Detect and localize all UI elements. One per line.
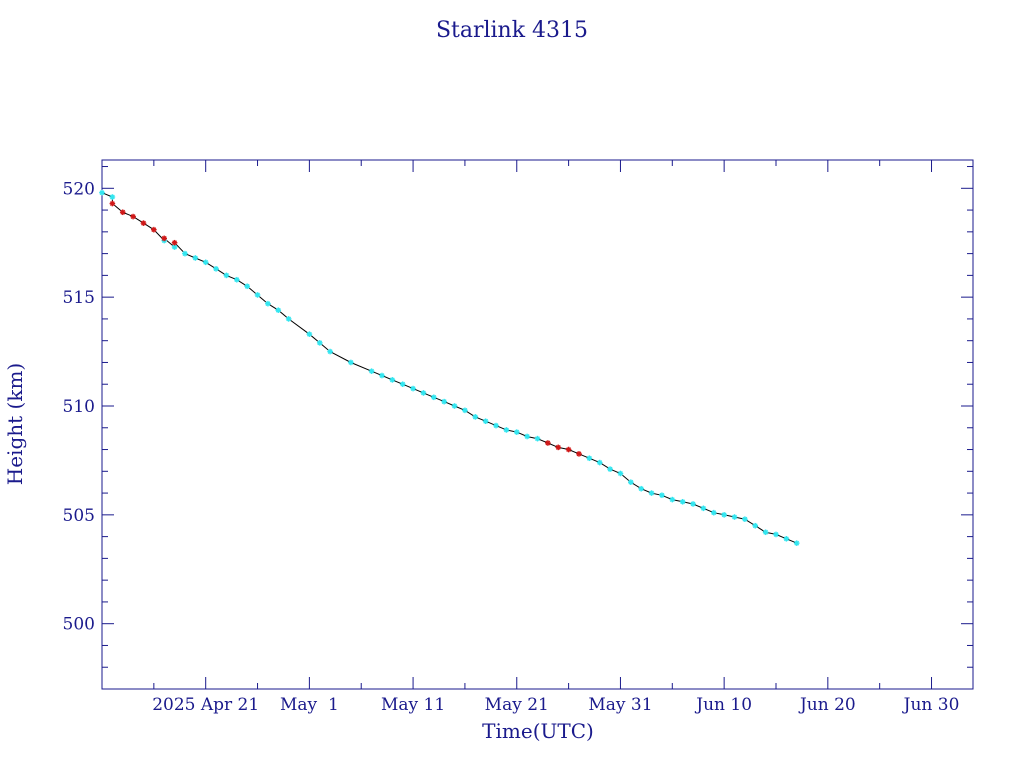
data-point-series-1 [596, 459, 603, 466]
y-tick-label: 515 [63, 288, 95, 308]
data-points [99, 189, 800, 546]
x-tick-label: May 21 [485, 695, 549, 715]
x-tick-label: 2025 Apr 21 [152, 695, 259, 715]
chart-title: Starlink 4315 [436, 18, 588, 43]
data-point-series-1 [462, 407, 468, 414]
data-point-series-1 [482, 418, 489, 425]
data-point-series-2 [161, 235, 168, 242]
data-point-series-2 [545, 440, 551, 446]
y-tick-label: 505 [63, 506, 95, 526]
data-point-series-1 [213, 266, 219, 272]
data-point-series-1 [265, 300, 271, 307]
data-point-series-1 [192, 255, 199, 261]
data-point-series-1 [700, 505, 707, 512]
y-tick-labels: 500 505 510 515 520 [63, 179, 95, 634]
data-point-series-1 [731, 514, 738, 520]
data-point-series-1 [441, 398, 447, 405]
data-point-series-1 [762, 529, 769, 536]
data-point-series-1 [109, 194, 116, 200]
data-point-series-1 [773, 531, 779, 538]
data-point-series-1 [254, 292, 261, 298]
data-point-series-1 [617, 470, 624, 477]
data-point-series-2 [109, 200, 116, 207]
data-point-series-1 [472, 414, 479, 420]
x-tick-label: May 31 [588, 695, 652, 715]
data-point-series-1 [244, 283, 250, 290]
data-point-series-1 [182, 250, 188, 257]
x-tick-labels: 2025 Apr 21 May 1 May 11 May 21 May 31 Jun 10… [152, 695, 959, 715]
data-point-series-1 [399, 381, 406, 388]
data-point-series-2 [555, 444, 562, 451]
data-point-series-1 [223, 272, 230, 279]
data-point-series-1 [607, 466, 613, 472]
x-tick-label: Jun 20 [798, 695, 856, 715]
data-point-series-1 [742, 516, 748, 522]
data-point-series-2 [140, 220, 147, 226]
data-point-series-1 [503, 427, 510, 433]
data-point-series-2 [119, 209, 126, 216]
data-point-series-1 [275, 307, 282, 314]
data-point-series-1 [368, 368, 375, 374]
data-point-series-2 [565, 446, 572, 453]
data-point-series-1 [524, 433, 530, 440]
data-point-series-1 [379, 372, 385, 379]
data-point-series-2 [130, 213, 136, 220]
data-point-series-2 [151, 226, 157, 233]
y-tick-label: 520 [63, 179, 95, 199]
data-point-series-1 [669, 496, 676, 503]
data-point-series-1 [534, 435, 541, 442]
data-point-series-1 [638, 485, 644, 492]
data-point-series-1 [420, 390, 427, 396]
y-tick-label: 510 [63, 397, 95, 417]
y-tick-label: 500 [63, 615, 95, 635]
data-point-series-1 [659, 492, 665, 499]
data-point-series-1 [389, 377, 396, 383]
axis-ticks [101, 160, 973, 690]
trajectory-polyline [101, 192, 797, 544]
data-point-series-1 [451, 403, 458, 409]
data-point-series-1 [431, 394, 437, 401]
data-point-series-1 [752, 522, 759, 529]
data-point-series-1 [306, 331, 313, 337]
data-point-series-1 [721, 512, 727, 518]
data-point-series-2 [171, 239, 178, 246]
x-tick-label: Jun 10 [694, 695, 752, 715]
x-axis-label: Time(UTC) [482, 719, 594, 743]
data-point-series-1 [586, 455, 593, 462]
data-point-series-1 [783, 535, 790, 542]
data-point-series-1 [327, 348, 333, 355]
data-point-series-2 [576, 451, 582, 457]
data-point-series-1 [348, 359, 354, 366]
data-point-series-1 [202, 259, 209, 266]
data-point-series-1 [171, 244, 178, 250]
plot-frame [101, 159, 974, 690]
data-point-series-1 [690, 501, 696, 507]
data-point-series-1 [513, 429, 520, 435]
x-tick-label: May 11 [381, 695, 445, 715]
data-point-series-1 [679, 498, 686, 505]
trajectory-line [101, 192, 797, 544]
x-tick-label: Jun 30 [902, 695, 960, 715]
data-point-series-1 [233, 276, 240, 283]
data-point-series-1 [710, 509, 717, 516]
y-axis-label: Height (km) [3, 363, 27, 485]
data-point-series-1 [410, 385, 416, 392]
data-point-series-1 [793, 540, 800, 546]
x-tick-label: May 1 [280, 695, 339, 715]
data-point-series-1 [316, 340, 323, 346]
data-point-series-1 [648, 490, 655, 496]
data-point-series-1 [99, 189, 105, 196]
data-point-series-1 [285, 316, 292, 322]
data-point-series-1 [493, 422, 499, 429]
data-point-series-1 [628, 479, 634, 485]
